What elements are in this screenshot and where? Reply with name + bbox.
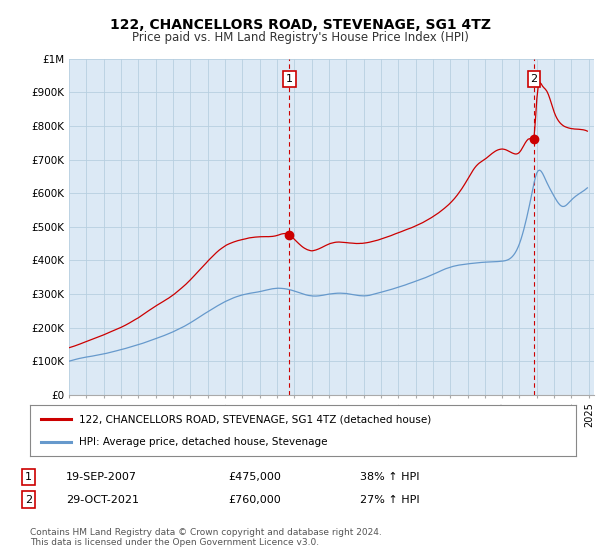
- Text: £475,000: £475,000: [228, 472, 281, 482]
- Text: 2: 2: [25, 494, 32, 505]
- Text: 38% ↑ HPI: 38% ↑ HPI: [360, 472, 419, 482]
- Text: 2: 2: [530, 74, 538, 84]
- Text: HPI: Average price, detached house, Stevenage: HPI: Average price, detached house, Stev…: [79, 437, 328, 447]
- Text: 122, CHANCELLORS ROAD, STEVENAGE, SG1 4TZ (detached house): 122, CHANCELLORS ROAD, STEVENAGE, SG1 4T…: [79, 414, 431, 424]
- Text: 29-OCT-2021: 29-OCT-2021: [66, 494, 139, 505]
- Text: Price paid vs. HM Land Registry's House Price Index (HPI): Price paid vs. HM Land Registry's House …: [131, 31, 469, 44]
- Text: 27% ↑ HPI: 27% ↑ HPI: [360, 494, 419, 505]
- Text: 122, CHANCELLORS ROAD, STEVENAGE, SG1 4TZ: 122, CHANCELLORS ROAD, STEVENAGE, SG1 4T…: [110, 18, 491, 32]
- Text: Contains HM Land Registry data © Crown copyright and database right 2024.
This d: Contains HM Land Registry data © Crown c…: [30, 528, 382, 547]
- Text: 1: 1: [286, 74, 293, 84]
- Text: £760,000: £760,000: [228, 494, 281, 505]
- Text: 19-SEP-2007: 19-SEP-2007: [66, 472, 137, 482]
- Text: 1: 1: [25, 472, 32, 482]
